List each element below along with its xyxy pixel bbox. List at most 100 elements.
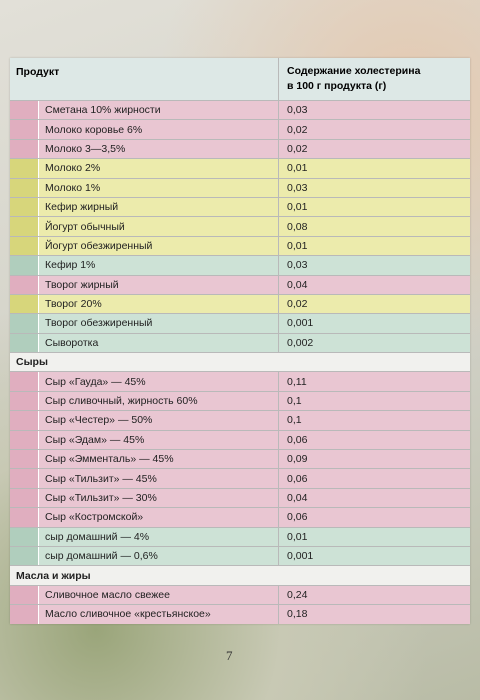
row-marker — [10, 139, 38, 159]
product-cell: Сыр «Тильзит» — 30% — [38, 488, 278, 508]
table-row: Йогурт обезжиренный 0,01 — [10, 235, 470, 256]
value-cell: 0,02 — [278, 294, 470, 314]
product-cell: Кефир жирный — [38, 197, 278, 217]
value-cell: 0,03 — [278, 101, 470, 120]
row-marker — [10, 178, 38, 197]
table-row: Сыр «Гауда» — 45% 0,11 — [10, 371, 470, 391]
value-cell: 0,01 — [278, 236, 470, 256]
section-row: Сыры — [10, 352, 470, 372]
table-row: Сыворотка 0,002 — [10, 332, 470, 353]
table-header: Продукт Содержание холестерина в 100 г п… — [10, 58, 470, 100]
table-row: Сыр «Костромской» 0,06 — [10, 507, 470, 527]
value-cell: 0,01 — [278, 527, 470, 546]
value-cell: 0,01 — [278, 197, 470, 217]
product-cell: Сыворотка — [38, 333, 278, 353]
product-cell: Молоко 1% — [38, 178, 278, 197]
row-marker — [10, 314, 38, 333]
product-cell: Творог 20% — [38, 294, 278, 314]
table-row: Творог жирный 0,04 — [10, 274, 470, 294]
value-cell: 0,03 — [278, 178, 470, 197]
value-cell: 0,03 — [278, 256, 470, 275]
table-row: Творог обезжиренный 0,001 — [10, 313, 470, 333]
table-row: сыр домашний — 0,6% 0,001 — [10, 545, 470, 566]
cholesterol-table: Продукт Содержание холестерина в 100 г п… — [10, 58, 470, 624]
row-marker — [10, 217, 38, 236]
value-cell: 0,18 — [278, 605, 470, 624]
table-row: Кефир 1% 0,03 — [10, 255, 470, 275]
header-value: Содержание холестерина в 100 г продукта … — [278, 58, 470, 100]
product-cell: Сыр «Эмменталь» — 45% — [38, 450, 278, 469]
value-cell: 0,06 — [278, 469, 470, 488]
value-cell: 0,02 — [278, 139, 470, 159]
row-marker — [10, 159, 38, 178]
table-row: Молоко 2% 0,01 — [10, 158, 470, 178]
product-cell: Йогурт обычный — [38, 217, 278, 236]
product-cell: Сыр «Тильзит» — 45% — [38, 469, 278, 488]
row-marker — [10, 236, 38, 256]
product-cell: Сыр «Честер» — 50% — [38, 411, 278, 430]
row-marker — [10, 546, 38, 566]
page-number: 7 — [226, 648, 233, 663]
product-cell: Сыр «Гауда» — 45% — [38, 372, 278, 391]
table-row: Творог 20% 0,02 — [10, 293, 470, 314]
product-cell: Творог обезжиренный — [38, 314, 278, 333]
value-cell: 0,11 — [278, 372, 470, 391]
table-row: Сыр «Эмменталь» — 45% 0,09 — [10, 449, 470, 469]
product-cell: Йогурт обезжиренный — [38, 236, 278, 256]
table-row: Молоко 3—3,5% 0,02 — [10, 138, 470, 159]
row-marker — [10, 333, 38, 353]
table-row: Сливочное масло свежее 0,24 — [10, 584, 470, 605]
value-cell: 0,09 — [278, 450, 470, 469]
row-marker — [10, 430, 38, 450]
product-cell: сыр домашний — 4% — [38, 527, 278, 546]
row-marker — [10, 372, 38, 391]
value-cell: 0,06 — [278, 508, 470, 527]
table-row: Сыр «Эдам» — 45% 0,06 — [10, 429, 470, 450]
value-cell: 0,04 — [278, 275, 470, 294]
header-product: Продукт — [16, 66, 60, 78]
value-cell: 0,01 — [278, 159, 470, 178]
product-cell: Молоко коровье 6% — [38, 120, 278, 139]
product-cell: Творог жирный — [38, 275, 278, 294]
product-cell: Сметана 10% жирности — [38, 101, 278, 120]
product-cell: Сыр «Эдам» — 45% — [38, 430, 278, 450]
value-cell: 0,04 — [278, 488, 470, 508]
table-row: Молоко коровье 6% 0,02 — [10, 119, 470, 139]
row-marker — [10, 469, 38, 488]
row-marker — [10, 527, 38, 546]
value-cell: 0,001 — [278, 314, 470, 333]
table-row: Масло сливочное «крестьянское» 0,18 — [10, 604, 470, 624]
table-row: Кефир жирный 0,01 — [10, 196, 470, 217]
product-cell: Сыр сливочный, жирность 60% — [38, 391, 278, 411]
row-marker — [10, 508, 38, 527]
row-marker — [10, 605, 38, 624]
table-row: Сыр «Тильзит» — 30% 0,04 — [10, 487, 470, 508]
value-cell: 0,002 — [278, 333, 470, 353]
header-value-line: Содержание холестерина — [287, 65, 421, 77]
product-cell: Молоко 3—3,5% — [38, 139, 278, 159]
value-cell: 0,1 — [278, 391, 470, 411]
row-marker — [10, 488, 38, 508]
table-row: Сметана 10% жирности 0,03 — [10, 100, 470, 120]
value-cell: 0,001 — [278, 546, 470, 566]
row-marker — [10, 275, 38, 294]
header-value-line: в 100 г продукта (г) — [287, 80, 387, 92]
product-cell: сыр домашний — 0,6% — [38, 546, 278, 566]
product-cell: Масло сливочное «крестьянское» — [38, 605, 278, 624]
table-row: Молоко 1% 0,03 — [10, 177, 470, 197]
row-marker — [10, 120, 38, 139]
table-row: Сыр сливочный, жирность 60% 0,1 — [10, 390, 470, 411]
row-marker — [10, 101, 38, 120]
value-cell: 0,24 — [278, 585, 470, 605]
row-marker — [10, 450, 38, 469]
value-cell: 0,08 — [278, 217, 470, 236]
table-row: Сыр «Тильзит» — 45% 0,06 — [10, 468, 470, 488]
row-marker — [10, 391, 38, 411]
table-row: сыр домашний — 4% 0,01 — [10, 526, 470, 546]
table-row: Сыр «Честер» — 50% 0,1 — [10, 410, 470, 430]
product-cell: Сыр «Костромской» — [38, 508, 278, 527]
row-marker — [10, 256, 38, 275]
section-row: Масла и жиры — [10, 565, 470, 585]
product-cell: Молоко 2% — [38, 159, 278, 178]
